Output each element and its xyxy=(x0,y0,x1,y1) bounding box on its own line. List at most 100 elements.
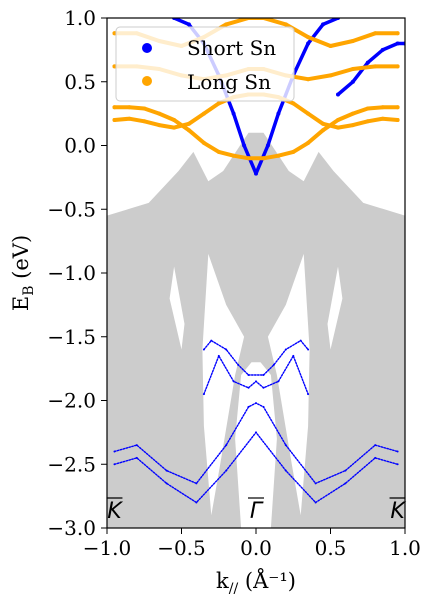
data-point xyxy=(246,156,251,161)
data-point xyxy=(373,31,378,36)
data-point xyxy=(321,128,325,133)
data-point xyxy=(344,469,347,472)
data-point xyxy=(186,22,191,27)
x-tick-label: −0.5 xyxy=(157,536,206,560)
data-point xyxy=(276,153,281,158)
data-point xyxy=(365,60,370,65)
data-point xyxy=(350,67,355,71)
data-point xyxy=(112,105,117,110)
data-point xyxy=(127,116,132,121)
data-point xyxy=(165,469,168,472)
data-point xyxy=(186,128,191,133)
data-point xyxy=(291,149,296,154)
data-point xyxy=(395,105,400,110)
data-point xyxy=(195,482,198,485)
data-point xyxy=(321,121,325,126)
data-point xyxy=(350,123,355,128)
data-point xyxy=(231,153,236,158)
legend: Short Sn Long Sn xyxy=(115,26,295,102)
data-point xyxy=(373,64,378,69)
data-point xyxy=(307,348,310,351)
high-symmetry-label: K xyxy=(390,499,406,524)
data-point xyxy=(201,111,206,116)
data-point xyxy=(395,118,400,122)
data-point xyxy=(306,111,311,116)
data-point xyxy=(380,105,385,110)
y-axis-ticks: 1.0 0.5 0.0 −0.5 −1.0 −1.5 −2.0 −2.5 −3.0 xyxy=(47,6,107,540)
legend-label-long-sn: Long Sn xyxy=(187,70,271,94)
data-point xyxy=(306,77,311,82)
data-point xyxy=(299,339,302,342)
data-point xyxy=(284,469,287,472)
data-point xyxy=(255,402,257,405)
data-point xyxy=(380,116,385,121)
data-point xyxy=(277,380,280,383)
y-tick-label: 1.0 xyxy=(64,6,96,30)
data-point xyxy=(202,348,205,351)
data-point xyxy=(262,386,265,389)
data-point xyxy=(306,140,311,145)
data-point xyxy=(283,22,288,27)
data-point xyxy=(135,456,138,459)
data-point xyxy=(380,47,385,52)
data-point xyxy=(247,405,250,408)
high-symmetry-label: K xyxy=(107,499,123,524)
data-point xyxy=(328,73,333,78)
data-point xyxy=(255,431,257,434)
band-long-sn-1 xyxy=(112,105,400,161)
data-point xyxy=(242,143,247,148)
data-point xyxy=(157,123,162,128)
data-point xyxy=(172,125,177,130)
band-short-sn-2 xyxy=(203,339,309,376)
data-point xyxy=(255,380,257,383)
x-tick-label: 0.0 xyxy=(240,536,272,560)
legend-box xyxy=(115,26,295,102)
data-point xyxy=(216,149,221,154)
y-tick-label: −2.0 xyxy=(47,389,96,413)
bulk-band-region xyxy=(107,132,405,528)
data-point xyxy=(237,363,240,366)
x-tick-label: −1.0 xyxy=(83,536,132,560)
data-point xyxy=(225,469,228,472)
data-point xyxy=(344,482,347,485)
legend-label-short-sn: Short Sn xyxy=(187,36,276,60)
bulk-continuum xyxy=(107,132,405,528)
x-tick-label: 1.0 xyxy=(389,536,421,560)
data-point xyxy=(291,101,296,106)
data-point xyxy=(142,119,147,124)
legend-marker-short-sn xyxy=(142,43,152,53)
data-point xyxy=(306,35,311,40)
y-tick-label: −1.5 xyxy=(47,325,96,349)
data-point xyxy=(261,156,266,161)
x-axis-ticks: −1.0 −0.5 0.0 0.5 1.0 xyxy=(83,528,421,560)
data-point xyxy=(186,121,191,126)
data-point xyxy=(217,354,220,357)
data-point xyxy=(284,444,287,447)
data-point xyxy=(232,380,235,383)
data-point xyxy=(157,111,162,116)
y-axis-title-unit: (eV) xyxy=(9,235,33,286)
data-point xyxy=(254,171,258,176)
data-point xyxy=(265,143,270,148)
data-point xyxy=(350,39,355,43)
high-symmetry-label: Γ xyxy=(250,499,264,524)
y-tick-label: 0.5 xyxy=(64,70,96,94)
y-tick-label: −3.0 xyxy=(47,516,96,540)
data-point xyxy=(365,106,370,111)
y-tick-label: −1.0 xyxy=(47,261,96,285)
data-point xyxy=(395,31,400,36)
data-point xyxy=(395,41,400,46)
y-axis-title: EB (eV) xyxy=(9,235,37,311)
data-point xyxy=(202,393,205,396)
data-point xyxy=(314,501,317,504)
x-axis-title-unit: (Å⁻¹) xyxy=(238,568,296,593)
data-point xyxy=(142,106,147,111)
data-point xyxy=(112,118,117,122)
data-point xyxy=(365,119,370,124)
data-point xyxy=(135,444,138,447)
data-point xyxy=(165,482,168,485)
x-axis-title-main: k xyxy=(216,569,229,593)
data-point xyxy=(195,501,198,504)
